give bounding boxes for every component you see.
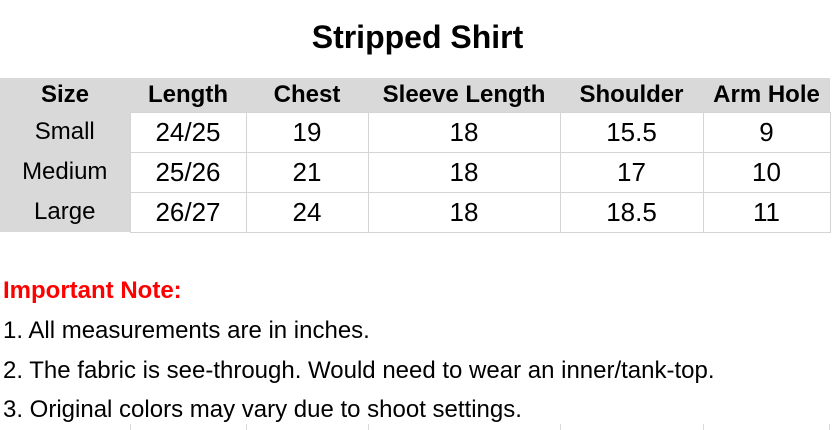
- cell-small-shoulder: 15.5: [559, 111, 704, 153]
- column-header-shoulder: Shoulder: [560, 78, 703, 112]
- cell-medium-shoulder: 17: [559, 151, 704, 193]
- gridline-tick: [829, 424, 830, 430]
- column-header-chest: Chest: [246, 78, 368, 112]
- column-header-size: Size: [0, 78, 130, 112]
- table-header-row: Size Length Chest Sleeve Length Shoulder…: [0, 78, 830, 112]
- notes-heading: Important Note:: [3, 277, 182, 304]
- note-item-1: 1. All measurements are in inches.: [3, 317, 370, 344]
- note-item-3: 3. Original colors may vary due to shoot…: [3, 396, 522, 423]
- row-label-small: Small: [0, 112, 130, 152]
- cell-medium-sleeve-length: 18: [367, 151, 561, 193]
- cell-small-length: 24/25: [129, 111, 247, 153]
- cell-small-sleeve-length: 18: [367, 111, 561, 153]
- column-header-arm-hole: Arm Hole: [703, 78, 830, 112]
- table-row-large: Large 26/27 24 18 18.5 11: [0, 191, 831, 233]
- cell-medium-arm-hole: 10: [702, 151, 831, 193]
- gridline-tick: [703, 424, 704, 430]
- gridline-tick: [560, 424, 561, 430]
- table-row-medium: Medium 25/26 21 18 17 10: [0, 151, 831, 193]
- cell-medium-length: 25/26: [129, 151, 247, 193]
- gridline-tick: [368, 424, 369, 430]
- cell-large-arm-hole: 11: [702, 191, 831, 233]
- notes-section: Important Note: 1. All measurements are …: [3, 271, 835, 430]
- gridline-tick: [246, 424, 247, 430]
- cell-large-chest: 24: [245, 191, 369, 233]
- page-title: Stripped Shirt: [311, 19, 524, 55]
- column-header-length: Length: [130, 78, 246, 112]
- row-label-medium: Medium: [0, 152, 130, 192]
- note-item-2: 2. The fabric is see-through. Would need…: [3, 356, 715, 384]
- cell-large-sleeve-length: 18: [367, 191, 561, 233]
- column-header-sleeve-length: Sleeve Length: [368, 78, 560, 112]
- table-row-small: Small 24/25 19 18 15.5 9: [0, 111, 831, 153]
- cell-large-length: 26/27: [129, 191, 247, 233]
- cell-medium-chest: 21: [245, 151, 369, 193]
- cell-small-chest: 19: [245, 111, 369, 153]
- row-label-large: Large: [0, 192, 130, 232]
- size-chart-table: Size Length Chest Sleeve Length Shoulder…: [0, 78, 831, 233]
- cell-small-arm-hole: 9: [702, 111, 831, 153]
- cell-large-shoulder: 18.5: [559, 191, 704, 233]
- gridline-tick: [130, 424, 131, 430]
